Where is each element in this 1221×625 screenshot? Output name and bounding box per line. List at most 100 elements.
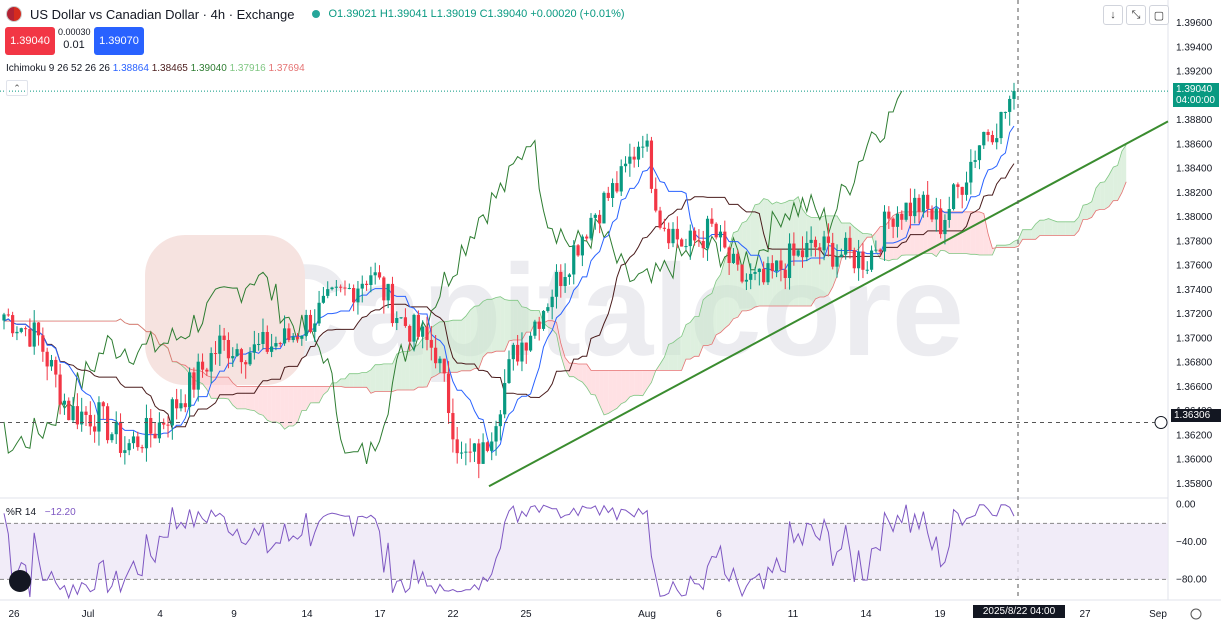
- candle-body: [287, 328, 291, 341]
- candle-body: [80, 411, 84, 425]
- cloud-segment: [638, 370, 643, 396]
- ichimoku-kijun: 1.38465: [151, 63, 188, 74]
- cloud-segment: [733, 230, 738, 319]
- candle-body: [516, 344, 520, 362]
- candle-body: [390, 283, 395, 324]
- buy-button[interactable]: 1.39070: [94, 27, 144, 55]
- candle-body: [762, 268, 766, 283]
- cloud-segment: [983, 213, 989, 256]
- x-tick-label: 6: [716, 609, 722, 620]
- candle-body: [226, 339, 231, 359]
- cloud-segment: [988, 233, 993, 256]
- cloud-segment: [284, 386, 289, 430]
- cloud-segment: [724, 248, 730, 329]
- ichimoku-span-b: 1.37694: [268, 63, 305, 74]
- sell-button[interactable]: 1.39040: [5, 27, 55, 55]
- candle-body: [412, 314, 416, 342]
- cloud-segment: [1078, 205, 1084, 231]
- spread: 0.00030 0.01: [58, 26, 91, 52]
- wr-legend[interactable]: %R 14 −12.20: [6, 507, 76, 518]
- candle-body: [917, 197, 921, 212]
- candle-body: [619, 166, 623, 192]
- cloud-segment: [206, 375, 212, 399]
- cloud-segment: [966, 211, 971, 255]
- y-tick-label: 1.37000: [1176, 333, 1213, 344]
- cloud-segment: [362, 372, 367, 388]
- cloud-segment: [677, 336, 682, 371]
- candle-body: [304, 314, 308, 336]
- candle-body: [649, 140, 654, 189]
- candle-body: [874, 249, 878, 251]
- cloud-segment: [517, 300, 522, 341]
- candle-body: [88, 414, 92, 427]
- candle-body: [861, 251, 865, 270]
- x-tick-label: 26: [8, 609, 20, 620]
- cloud-segment: [275, 386, 281, 424]
- cloud-segment: [483, 299, 488, 358]
- candle-body: [563, 277, 567, 287]
- candle-body: [472, 443, 477, 452]
- scroll-down-icon[interactable]: ↓: [1103, 5, 1123, 25]
- cloud-segment: [975, 211, 980, 256]
- trend-line: [488, 120, 1169, 488]
- collapse-arrows-icon[interactable]: ⤡: [1126, 5, 1146, 25]
- candle-body: [23, 328, 28, 330]
- x-tick-label: 25: [520, 609, 532, 620]
- candle-body: [567, 274, 572, 278]
- candle-body: [403, 317, 408, 326]
- cloud-segment: [862, 233, 868, 243]
- candle-body: [395, 318, 399, 324]
- candle-body: [554, 271, 559, 297]
- candle-body: [895, 213, 900, 227]
- cloud-segment: [491, 297, 497, 353]
- candle-body: [887, 211, 891, 219]
- candle-body: [218, 335, 222, 354]
- candle-body: [662, 227, 666, 229]
- cloud-segment: [310, 386, 315, 403]
- cloud-segment: [228, 377, 233, 406]
- cloud-segment: [509, 300, 514, 342]
- candle-body: [425, 326, 429, 340]
- candle-body: [136, 436, 140, 448]
- cloud-segment: [979, 211, 984, 256]
- cloud-segment: [301, 386, 307, 411]
- cloud-segment: [215, 377, 220, 399]
- cloud-segment: [776, 201, 781, 306]
- cloud-segment: [1031, 223, 1036, 240]
- cloud-segment: [401, 351, 406, 391]
- candle-body: [28, 329, 32, 347]
- collapse-legend-button[interactable]: ⌃: [6, 80, 28, 96]
- candle-body: [757, 268, 761, 273]
- candle-body: [913, 197, 917, 217]
- candle-body: [408, 325, 412, 342]
- x-tick-label: Sep: [1149, 609, 1167, 620]
- fullscreen-icon[interactable]: ▢: [1149, 5, 1169, 25]
- candle-body: [857, 251, 861, 269]
- wr-tick-label: −80.00: [1176, 574, 1207, 585]
- symbol-title[interactable]: US Dollar vs Canadian Dollar · 4h · Exch…: [30, 6, 295, 22]
- ichimoku-legend[interactable]: Ichimoku 9 26 52 26 26 1.38864 1.38465 1…: [6, 63, 305, 74]
- cloud-segment: [1108, 167, 1114, 207]
- candle-body: [356, 288, 360, 303]
- candle-body: [822, 236, 826, 251]
- cloud-segment: [629, 370, 635, 397]
- cloud-segment: [314, 386, 320, 403]
- candle-body: [118, 421, 123, 453]
- candle-body: [317, 302, 321, 324]
- candle-body: [550, 296, 554, 308]
- candle-body: [982, 131, 986, 146]
- ichimoku-span-a: 1.37916: [229, 63, 266, 74]
- candle-body: [274, 343, 278, 347]
- cloud-segment: [780, 202, 786, 306]
- candle-body: [187, 372, 192, 408]
- candle-body: [170, 399, 174, 426]
- candle-body: [796, 250, 800, 256]
- cloud-segment: [383, 363, 389, 392]
- cloud-segment: [457, 320, 462, 373]
- tradingview-logo-icon: [9, 570, 31, 592]
- cloud-segment: [949, 211, 954, 254]
- candle-body: [11, 315, 15, 334]
- cloud-segment: [422, 337, 427, 388]
- candle-body: [421, 326, 425, 337]
